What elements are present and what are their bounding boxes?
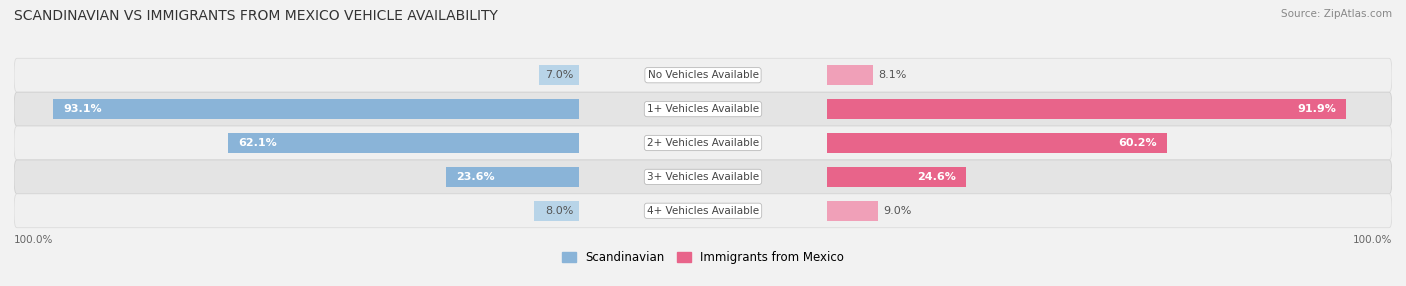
Text: 60.2%: 60.2% — [1118, 138, 1157, 148]
Legend: Scandinavian, Immigrants from Mexico: Scandinavian, Immigrants from Mexico — [557, 247, 849, 269]
Text: 100.0%: 100.0% — [14, 235, 53, 245]
Text: 93.1%: 93.1% — [63, 104, 103, 114]
Text: 1+ Vehicles Available: 1+ Vehicles Available — [647, 104, 759, 114]
Text: 2+ Vehicles Available: 2+ Vehicles Available — [647, 138, 759, 148]
Text: 8.0%: 8.0% — [546, 206, 574, 216]
Bar — [534, 200, 579, 221]
Text: Source: ZipAtlas.com: Source: ZipAtlas.com — [1281, 9, 1392, 19]
FancyBboxPatch shape — [14, 160, 1392, 194]
Bar — [827, 200, 877, 221]
Text: SCANDINAVIAN VS IMMIGRANTS FROM MEXICO VEHICLE AVAILABILITY: SCANDINAVIAN VS IMMIGRANTS FROM MEXICO V… — [14, 9, 498, 23]
Text: 23.6%: 23.6% — [456, 172, 495, 182]
Text: 91.9%: 91.9% — [1296, 104, 1336, 114]
Bar — [53, 99, 579, 119]
Text: 8.1%: 8.1% — [879, 70, 907, 80]
Bar — [827, 167, 966, 187]
FancyBboxPatch shape — [14, 58, 1392, 92]
Bar — [827, 99, 1346, 119]
FancyBboxPatch shape — [14, 194, 1392, 228]
Text: 100.0%: 100.0% — [1353, 235, 1392, 245]
Bar — [540, 65, 579, 86]
Text: 3+ Vehicles Available: 3+ Vehicles Available — [647, 172, 759, 182]
Text: 62.1%: 62.1% — [239, 138, 277, 148]
Bar — [446, 167, 579, 187]
Bar — [827, 65, 873, 86]
Bar — [827, 133, 1167, 153]
Bar — [228, 133, 579, 153]
Text: 7.0%: 7.0% — [546, 70, 574, 80]
FancyBboxPatch shape — [14, 126, 1392, 160]
Text: 9.0%: 9.0% — [883, 206, 911, 216]
Text: No Vehicles Available: No Vehicles Available — [648, 70, 758, 80]
FancyBboxPatch shape — [14, 92, 1392, 126]
Text: 24.6%: 24.6% — [917, 172, 956, 182]
Text: 4+ Vehicles Available: 4+ Vehicles Available — [647, 206, 759, 216]
